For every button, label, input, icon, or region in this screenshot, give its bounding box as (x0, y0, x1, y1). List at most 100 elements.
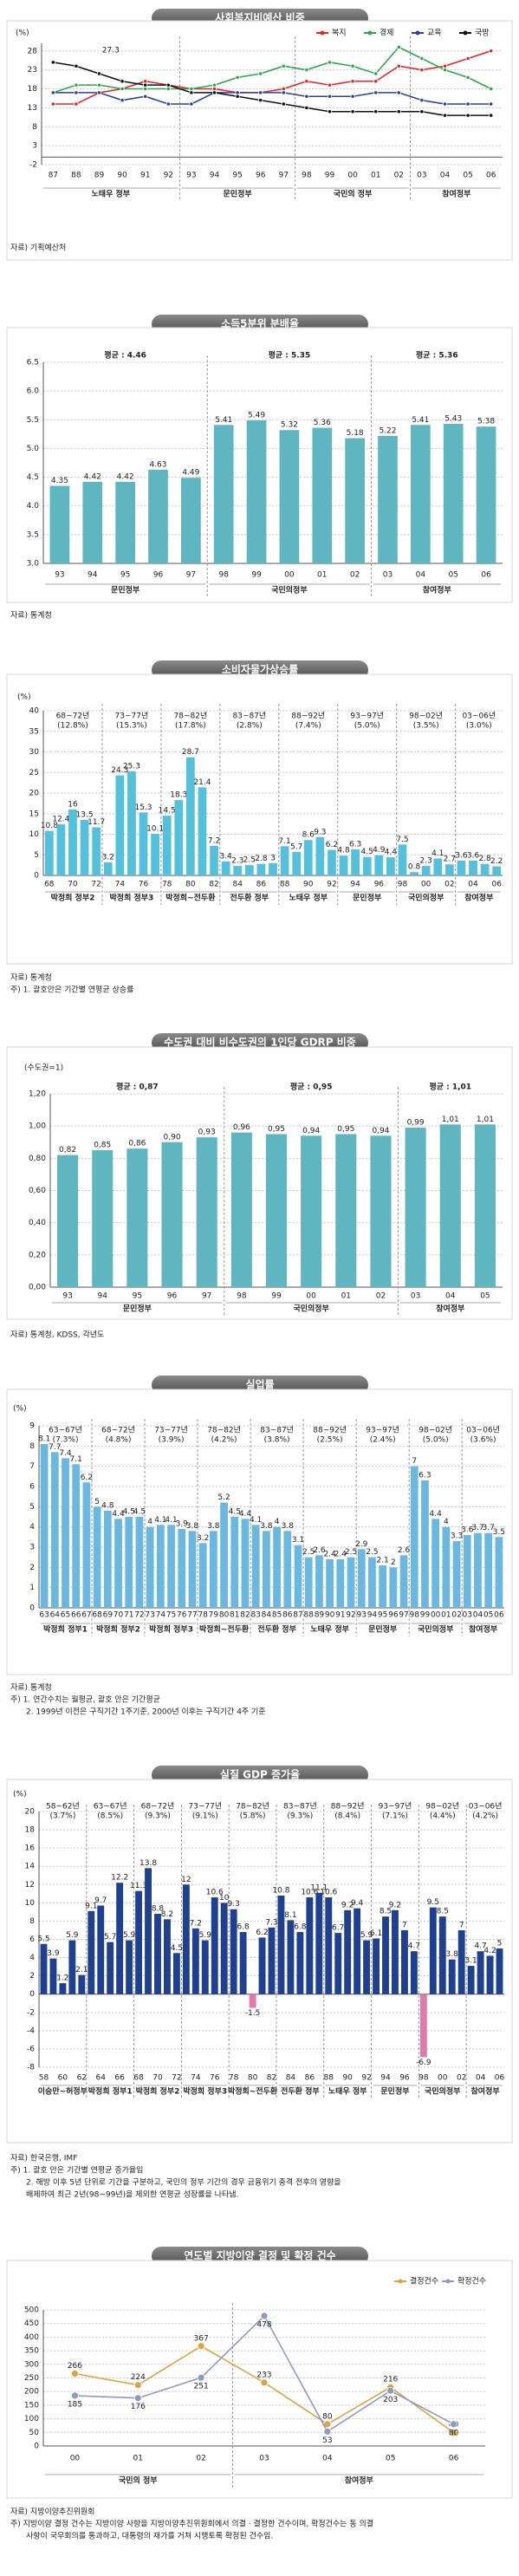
data-label: 4.5 (229, 1508, 241, 1517)
data-label: 176 (131, 2403, 146, 2411)
period-mean: (15.3%) (116, 722, 147, 731)
data-label: 2.1 (75, 1966, 88, 1974)
x-tick-label: 01 (133, 2455, 143, 2463)
data-label: 13.8 (139, 1859, 157, 1868)
y-tick-label: 5.5 (27, 416, 39, 425)
data-label: 4.4 (430, 1510, 443, 1519)
y-tick-label: 450 (24, 2319, 39, 2328)
bar (292, 851, 302, 875)
data-label: 0,93 (198, 1129, 216, 1137)
data-label: 4.49 (182, 469, 199, 478)
bar (345, 438, 365, 563)
point (327, 82, 333, 88)
point (133, 2381, 142, 2390)
x-tick-label: 93 (186, 172, 196, 180)
bar (357, 1549, 366, 1608)
y-tick-label: 3 (32, 142, 37, 151)
x-tick-label: 06 (494, 1611, 504, 1620)
bar (211, 1897, 218, 1994)
point (211, 86, 217, 92)
note: 자료) 기획예산처 (10, 243, 66, 253)
data-label: 4.7 (408, 1942, 420, 1951)
y-tick-label: 10 (29, 830, 40, 839)
data-label: 1,01 (442, 1116, 459, 1124)
period-mean: (3.9%) (159, 1436, 185, 1445)
data-label: 2.5 (302, 1548, 315, 1557)
point (189, 86, 194, 92)
data-label: 6.2 (81, 1473, 93, 1482)
bar (421, 866, 431, 875)
bar (151, 834, 159, 875)
data-label: 0,86 (128, 1140, 146, 1148)
bar (220, 1502, 228, 1608)
bar (114, 1519, 122, 1608)
x-tick-label: 94 (98, 1292, 108, 1301)
data-label: 0,95 (337, 1125, 354, 1134)
period-label: 박정희 정부3 (149, 1624, 193, 1635)
bar (172, 1953, 180, 1994)
x-tick-label: 84 (286, 2074, 296, 2083)
point (50, 90, 55, 95)
period-range: 83~87년 (283, 1802, 317, 1812)
bar (373, 1938, 380, 1994)
point (120, 98, 125, 103)
x-tick-label: 90 (117, 172, 127, 180)
period-label: 박정희~전두환 (199, 1624, 250, 1635)
unit-label: (%) (13, 1791, 27, 1799)
bar (268, 1927, 276, 1994)
period-label: 박정희 정부3 (110, 893, 154, 903)
x-tick-label: 91 (140, 172, 150, 180)
point (50, 60, 55, 65)
x-tick-label: 78 (162, 881, 172, 889)
data-label: 1.2 (56, 1974, 68, 1983)
x-tick-label: 00 (70, 2455, 81, 2463)
x-tick-label: 90 (342, 2074, 353, 2083)
point (96, 71, 102, 76)
legend-label: 국방 (475, 29, 490, 38)
bar (328, 849, 336, 875)
data-label: 11.3 (130, 1882, 147, 1890)
bar (68, 810, 77, 875)
point (96, 90, 102, 95)
y-tick-label: -6 (27, 2045, 35, 2053)
bar (230, 1132, 252, 1287)
period-range: 98~02년 (409, 712, 443, 721)
y-tick-label: 20 (25, 1808, 36, 1817)
data-label: 5.43 (444, 414, 462, 423)
x-tick-label: 99 (251, 571, 262, 580)
point (373, 109, 379, 114)
period-mean: (2.5%) (317, 1436, 343, 1445)
x-tick-label: 04 (468, 881, 478, 889)
x-tick-label: 67 (81, 1611, 91, 1620)
note: 주) 1. 괄호안은 기간별 연평균 상승률 (10, 985, 133, 995)
x-tick-label: 66 (71, 1611, 81, 1620)
bar (389, 1567, 398, 1608)
period-label: 국민의정부 (271, 585, 307, 595)
y-tick-label: 2 (29, 1972, 35, 1981)
bar (304, 1557, 313, 1608)
bar (221, 861, 230, 875)
y-tick-label: -2 (29, 161, 37, 170)
x-tick-label: 01 (341, 1292, 351, 1301)
x-tick-label: 65 (61, 1611, 70, 1620)
data-label: 80 (322, 2412, 333, 2421)
point (71, 2370, 79, 2378)
bar (474, 1124, 496, 1287)
point (189, 101, 194, 107)
bar (392, 1909, 399, 1994)
bar (382, 1916, 389, 1994)
x-tick-label: 84 (233, 881, 243, 889)
data-label: 5.5 (37, 1935, 49, 1943)
bar (68, 1940, 76, 1994)
y-tick-label: 4 (29, 1523, 35, 1532)
chart-title: 소비자물가상승률 (222, 663, 298, 676)
period-mean: (4.2%) (211, 1436, 237, 1445)
x-tick-label: 93 (55, 571, 64, 580)
bar (287, 1920, 295, 1994)
period-mean: (5.8%) (240, 1812, 266, 1821)
x-tick-label: 03 (411, 1292, 420, 1301)
data-label: 6.7 (332, 1924, 344, 1933)
point (260, 2312, 269, 2320)
bar (336, 1559, 345, 1608)
period-range: 78~82년 (236, 1802, 269, 1812)
